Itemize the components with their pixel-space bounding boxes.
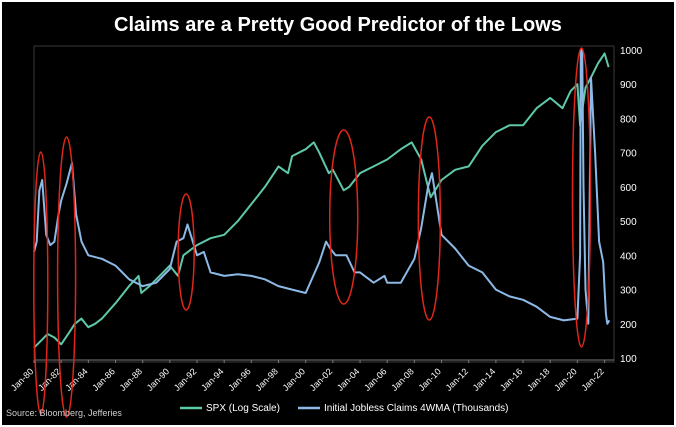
plot-border — [33, 45, 615, 363]
x-tick-label: Jan-84 — [63, 366, 90, 393]
x-tick-label: Jan-08 — [389, 366, 416, 393]
highlight-ellipse — [328, 129, 359, 305]
x-tick-label: Jan-14 — [471, 366, 498, 393]
chart-title: Claims are a Pretty Good Predictor of th… — [114, 14, 562, 36]
highlight-ellipse — [177, 193, 195, 311]
y-tick-label: 900 — [620, 80, 637, 91]
jobless-claims-series-line — [33, 49, 611, 325]
y-tick-label: 400 — [620, 251, 637, 262]
y-tick-label: 100 — [620, 354, 637, 365]
spx-series-line — [33, 52, 610, 349]
highlight-ellipse — [571, 47, 592, 348]
x-tick-label: Jan-86 — [90, 366, 117, 393]
y-tick-label: 800 — [620, 114, 637, 125]
x-tick-label: Jan-88 — [118, 366, 145, 393]
y-tick-label: 500 — [620, 217, 637, 228]
x-tick-label: Jan-06 — [362, 366, 389, 393]
x-tick-label: Jan-10 — [416, 366, 443, 393]
x-tick-label: Jan-00 — [281, 366, 308, 393]
x-tick-label: Jan-16 — [498, 366, 525, 393]
source-note: Source: Bloomberg, Jefferies — [6, 408, 122, 418]
y-tick-label: 200 — [620, 320, 637, 331]
x-tick-label: Jan-94 — [199, 366, 226, 393]
x-tick-label: Jan-82 — [36, 366, 63, 393]
x-tick-label: Jan-12 — [444, 366, 471, 393]
y-tick-label: 700 — [620, 149, 637, 160]
y-tick-label: 1000 — [620, 46, 643, 57]
x-tick-label: Jan-96 — [226, 366, 253, 393]
x-tick-label: Jan-20 — [552, 366, 579, 393]
x-tick-label: Jan-02 — [308, 366, 335, 393]
legend-label-claims: Initial Jobless Claims 4WMA (Thousands) — [324, 403, 509, 414]
x-tick-label: Jan-18 — [525, 366, 552, 393]
y-tick-label: 300 — [620, 286, 637, 297]
highlight-ellipse — [56, 136, 77, 418]
x-tick-label: Jan-90 — [145, 366, 172, 393]
highlight-ellipse — [417, 116, 442, 321]
x-tick-label: Jan-22 — [579, 366, 606, 393]
y-tick-label: 600 — [620, 183, 637, 194]
legend-label-spx: SPX (Log Scale) — [206, 403, 280, 414]
x-tick-label: Jan-98 — [253, 366, 280, 393]
x-tick-label: Jan-92 — [172, 366, 199, 393]
highlight-ellipse — [33, 151, 49, 415]
x-tick-label: Jan-80 — [9, 366, 36, 393]
x-tick-label: Jan-04 — [335, 366, 362, 393]
